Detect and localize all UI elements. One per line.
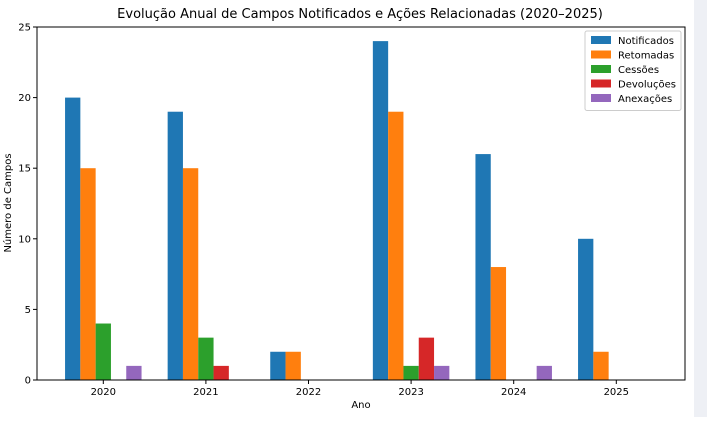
bar-devoluções-2021 <box>213 365 229 380</box>
bar-cessões-2021 <box>198 337 214 380</box>
bar-notificados-2024 <box>475 154 491 380</box>
y-tick-label: 20 <box>18 93 31 104</box>
legend-swatch <box>591 36 611 44</box>
legend-label: Devoluções <box>618 80 676 91</box>
bar-retomadas-2023 <box>388 111 404 380</box>
x-tick-label: 2021 <box>193 387 218 398</box>
legend-label: Notificados <box>618 36 674 47</box>
bar-anexações-2020 <box>126 365 142 380</box>
plot-frame <box>36 26 686 381</box>
bar-retomadas-2025 <box>593 351 609 380</box>
window-edge <box>694 0 707 417</box>
legend-swatch <box>591 79 611 88</box>
y-tick-label: 10 <box>18 234 31 245</box>
x-tick-label: 2025 <box>604 387 629 398</box>
y-tick-label: 5 <box>25 305 31 316</box>
legend-swatch <box>591 50 611 59</box>
y-tick-label: 0 <box>25 376 31 387</box>
bar-retomadas-2021 <box>182 168 199 380</box>
bar-cessões-2020 <box>95 323 111 380</box>
x-tick-label: 2020 <box>91 387 116 398</box>
legend-swatch <box>591 94 611 102</box>
legend: Notificados Retomadas Cessões Devoluções Ane… <box>584 30 682 111</box>
bar-anexações-2024 <box>536 365 552 380</box>
bar-notificados-2023 <box>372 41 389 381</box>
y-axis-label: Número de Campos <box>2 153 14 252</box>
x-tick-label: 2022 <box>296 387 321 398</box>
bar-retomadas-2024 <box>490 267 507 380</box>
legend-swatch <box>591 65 611 73</box>
bar-notificados-2025 <box>578 238 594 380</box>
x-axis-label: Ano <box>351 400 370 411</box>
chart-title: Evolução Anual de Campos Notificados e A… <box>117 7 603 22</box>
bar-notificados-2022 <box>270 351 286 380</box>
bar-notificados-2021 <box>167 111 183 380</box>
bar-retomadas-2022 <box>285 351 301 380</box>
legend-label: Retomadas <box>618 51 674 62</box>
y-tick-label: 15 <box>18 164 31 175</box>
x-tick-label: 2024 <box>501 387 526 398</box>
bar-anexações-2023 <box>434 365 450 380</box>
y-tick-label: 25 <box>18 23 31 34</box>
legend-label: Anexações <box>618 94 672 105</box>
legend-label: Cessões <box>618 65 659 76</box>
bar-retomadas-2020 <box>80 168 96 380</box>
bar-cessões-2023 <box>403 365 419 380</box>
bar-notificados-2020 <box>65 97 81 380</box>
bar-devoluções-2023 <box>418 337 435 380</box>
x-tick-label: 2023 <box>398 387 423 398</box>
